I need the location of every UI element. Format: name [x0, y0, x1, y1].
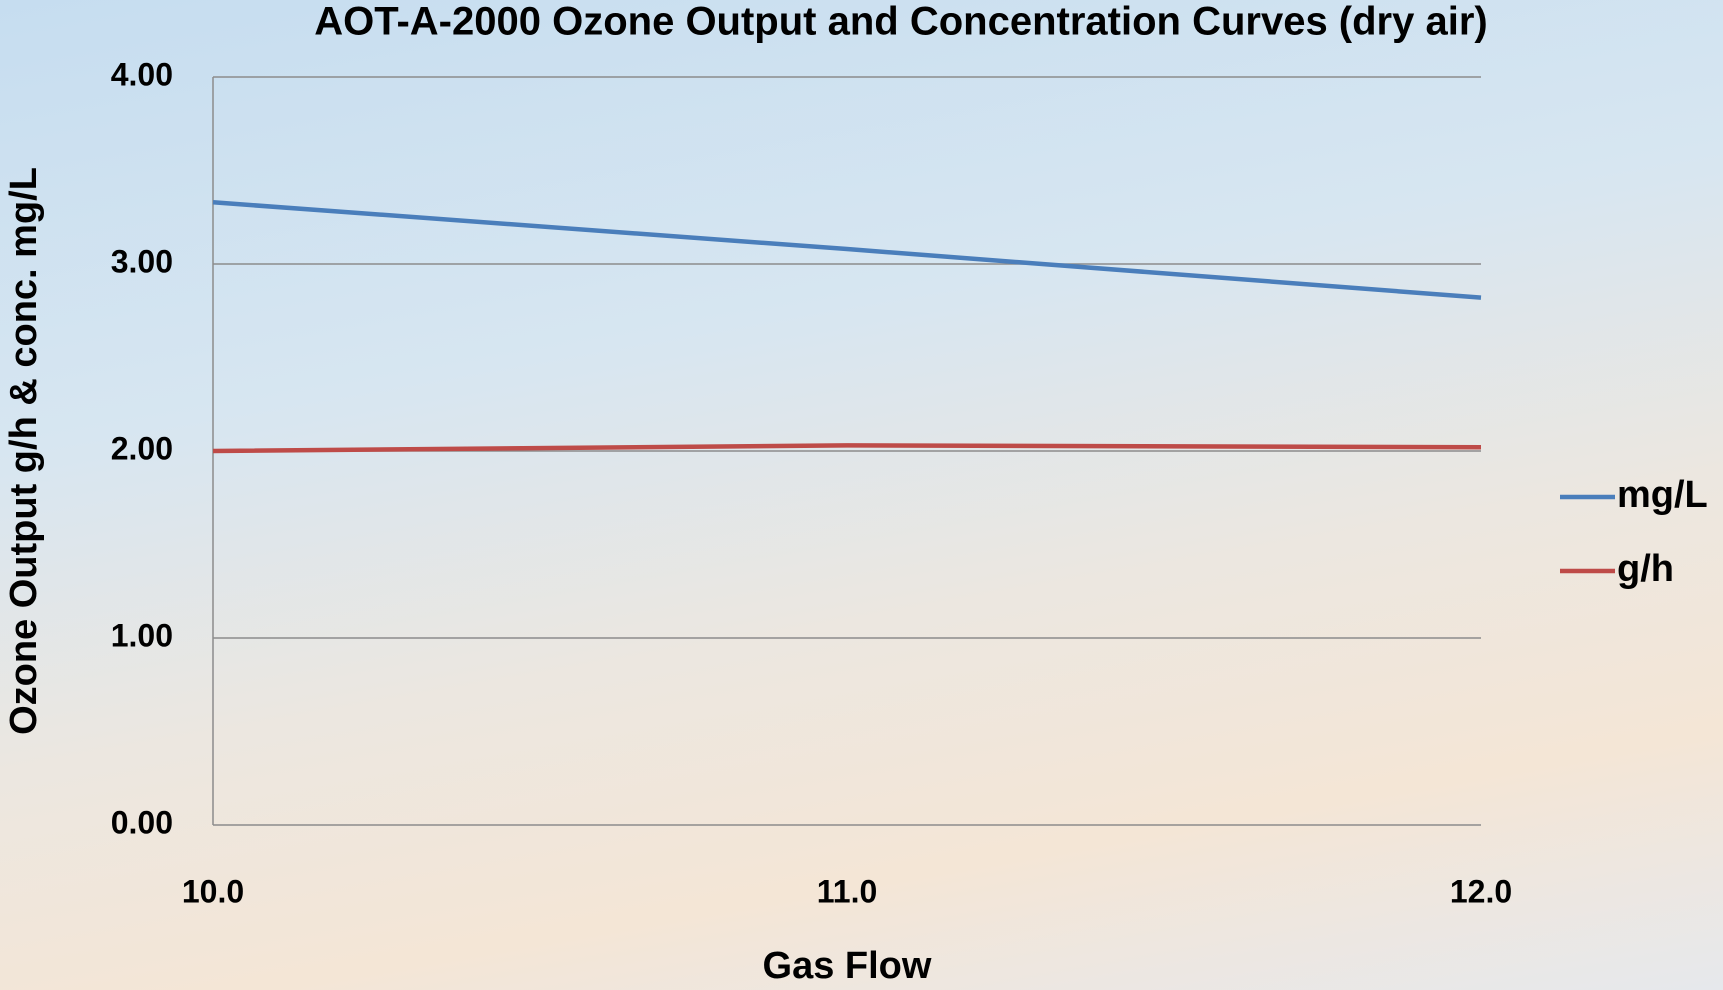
x-tick-label: 11.0 [817, 873, 878, 909]
x-tick-label: 12.0 [1450, 873, 1512, 909]
y-tick-label: 1.00 [111, 617, 173, 653]
y-axis-title: Ozone Output g/h & conc. mg/L [3, 167, 45, 735]
legend-label: g/h [1617, 548, 1674, 590]
x-axis-title: Gas Flow [763, 945, 932, 987]
data-line [213, 445, 1481, 451]
x-tick-label: 10.0 [182, 873, 244, 909]
y-tick-label: 3.00 [111, 243, 173, 279]
chart: AOT-A-2000 Ozone Output and Concentratio… [0, 0, 1723, 990]
legend-label: mg/L [1617, 474, 1708, 516]
y-tick-label: 2.00 [111, 430, 173, 466]
chart-title: AOT-A-2000 Ozone Output and Concentratio… [314, 0, 1487, 44]
data-line [213, 202, 1481, 297]
y-tick-label: 4.00 [111, 56, 173, 92]
y-tick-label: 0.00 [111, 804, 173, 840]
